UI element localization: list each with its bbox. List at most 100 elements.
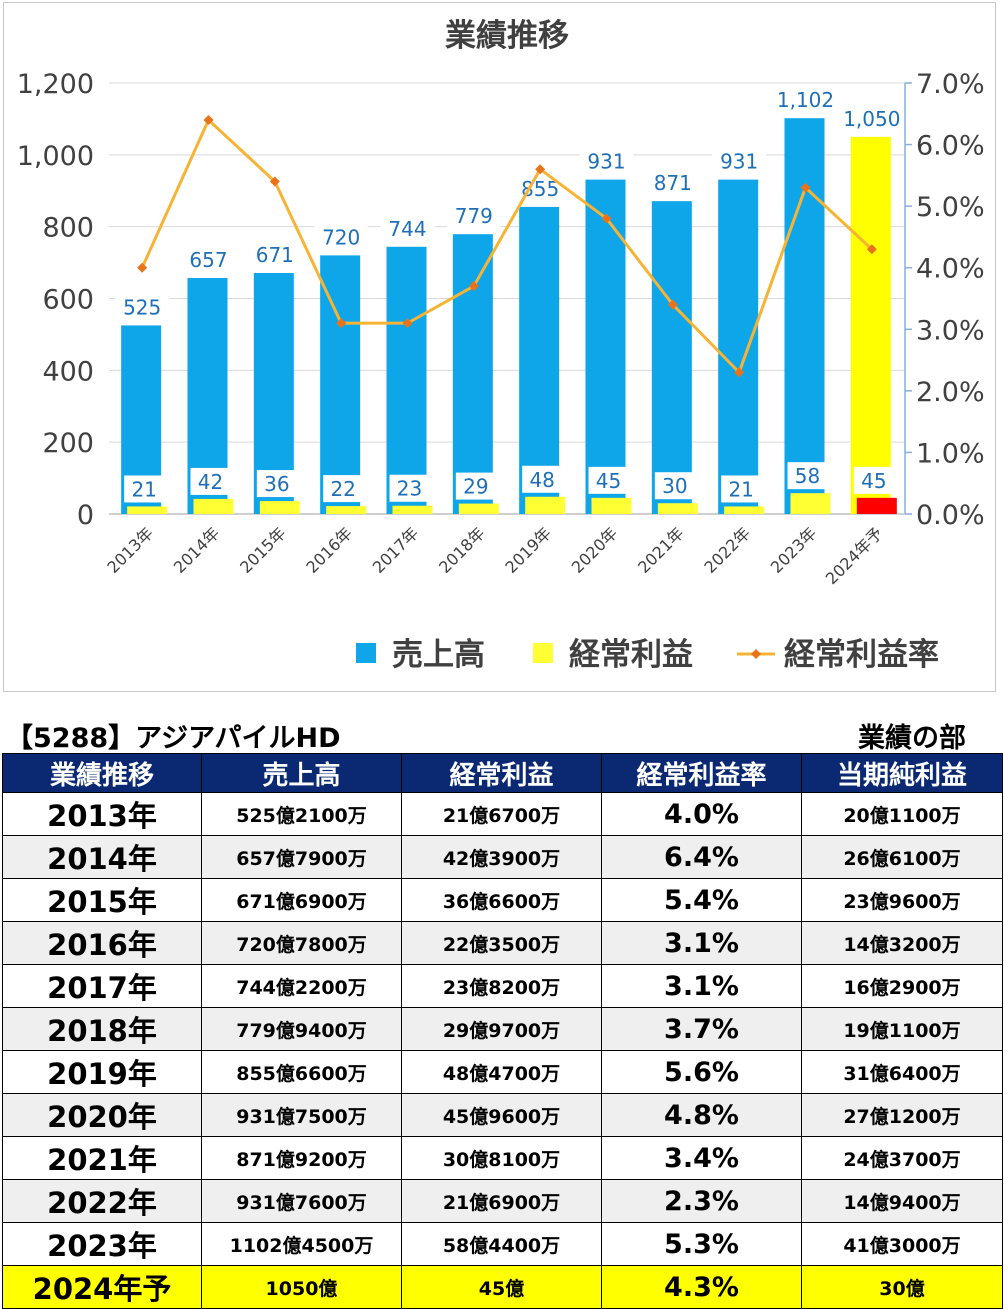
- cell-period: 2013年: [2, 792, 202, 836]
- legend-swatch-revenue: [356, 643, 376, 663]
- table-row: 2015年 671億6900万 36億6600万 5.4% 23億9600万: [2, 878, 1003, 922]
- cell-net-income: 23億9600万: [801, 878, 1003, 922]
- profit-label-background: [455, 472, 496, 500]
- company-title: 【5288】アジアパイルHD: [6, 723, 341, 754]
- y-right-tick-label: 7.0%: [916, 69, 985, 100]
- ordinary-profit-data-label: 23: [397, 477, 422, 501]
- cell-ordinary-profit: 21億6700万: [401, 792, 602, 836]
- y-right-tick-label: 6.0%: [916, 131, 985, 162]
- ordinary-profit-data-label: 30: [662, 474, 687, 498]
- cell-profit-margin: 2.3%: [601, 1179, 802, 1223]
- revenue-label-background: [446, 202, 501, 229]
- cell-revenue: 871億9200万: [201, 1136, 402, 1180]
- cell-ordinary-profit: 22億3500万: [401, 921, 602, 965]
- y-left-tick-label: 1,000: [17, 141, 94, 172]
- cell-profit-margin: 5.4%: [601, 878, 802, 922]
- y-right-tick-label: 1.0%: [916, 438, 985, 469]
- x-category-label: 2021年: [634, 523, 688, 577]
- table-header-row: 業績推移 売上高 経常利益 経常利益率 当期純利益: [2, 753, 1003, 793]
- table-row: 2019年 855億6600万 48億4700万 5.6% 31億6400万: [2, 1050, 1003, 1094]
- revenue-bar: [651, 201, 692, 514]
- cell-period: 2014年: [2, 835, 202, 879]
- y-right-tick-label: 3.0%: [916, 315, 985, 346]
- y-left-tick-label: 1,200: [17, 69, 94, 100]
- revenue-data-label: 931: [720, 150, 758, 174]
- legend-label-ordinary-profit: 経常利益: [569, 637, 693, 673]
- cell-profit-margin: 4.0%: [601, 792, 802, 836]
- header-revenue: 売上高: [201, 753, 402, 793]
- cell-revenue: 657億7900万: [201, 835, 402, 879]
- y-left-tick-label: 600: [42, 285, 94, 316]
- revenue-data-label: 871: [654, 171, 692, 195]
- cell-net-income: 14億3200万: [801, 921, 1003, 965]
- header-period: 業績推移: [2, 753, 202, 793]
- cell-ordinary-profit: 45億: [401, 1265, 602, 1309]
- results-table: 業績推移 売上高 経常利益 経常利益率 当期純利益 2013年 525億2100万…: [2, 753, 1003, 1309]
- revenue-bar: [718, 179, 759, 514]
- revenue-data-label: 1,102: [777, 88, 834, 112]
- chart-title: 業績推移: [445, 18, 569, 54]
- profit-margin-marker: [866, 244, 877, 255]
- header-profit-margin: 経常利益率: [601, 753, 802, 793]
- revenue-label-background: [778, 86, 833, 113]
- x-category-label: 2018年: [435, 523, 489, 577]
- cell-profit-margin: 3.7%: [601, 1007, 802, 1051]
- revenue-data-label: 931: [587, 150, 625, 174]
- profit-label-background: [721, 475, 762, 503]
- cell-net-income: 30億: [801, 1265, 1003, 1309]
- cell-net-income: 24億3700万: [801, 1136, 1003, 1180]
- y-right-tick-label: 5.0%: [916, 192, 985, 223]
- x-category-label: 2013年: [103, 523, 157, 577]
- cell-net-income: 14億9400万: [801, 1179, 1003, 1223]
- revenue-label-background: [380, 214, 435, 241]
- y-right-tick-label: 0.0%: [916, 500, 985, 531]
- table-row: 2014年 657億7900万 42億3900万 6.4% 26億6100万: [2, 835, 1003, 879]
- cell-profit-margin: 3.1%: [601, 964, 802, 1008]
- profit-margin-marker: [402, 318, 413, 329]
- cell-period: 2016年: [2, 921, 202, 965]
- revenue-data-label: 720: [322, 225, 360, 249]
- cell-ordinary-profit: 29億9700万: [401, 1007, 602, 1051]
- revenue-bar: [519, 206, 560, 514]
- cell-net-income: 26億6100万: [801, 835, 1003, 879]
- profit-margin-marker: [137, 262, 148, 273]
- cell-period: 2020年: [2, 1093, 202, 1137]
- cell-period: 2015年: [2, 878, 202, 922]
- ordinary-profit-data-label: 29: [463, 475, 488, 499]
- ordinary-profit-bar: [127, 506, 168, 514]
- cell-ordinary-profit: 48億4700万: [401, 1050, 602, 1094]
- y-left-tick-label: 0: [77, 500, 94, 531]
- revenue-data-label: 779: [455, 204, 493, 228]
- revenue-data-label: 657: [189, 248, 227, 272]
- revenue-label-background: [844, 104, 899, 131]
- x-category-label: 2017年: [369, 523, 423, 577]
- chart-svg: 業績推移 0 200 400 600 800 1,000 1,200 0.0% 1.0% 2.0% 3…: [17, 18, 985, 673]
- cell-ordinary-profit: 58億4400万: [401, 1222, 602, 1266]
- profit-label-background: [124, 475, 165, 503]
- revenue-bar: [386, 246, 427, 514]
- cell-period: 2023年: [2, 1222, 202, 1266]
- profit-label-background: [654, 472, 695, 500]
- cell-revenue: 744億2200万: [201, 964, 402, 1008]
- cell-net-income: 19億1100万: [801, 1007, 1003, 1051]
- cell-net-income: 16億2900万: [801, 964, 1003, 1008]
- profit-margin-marker: [468, 281, 479, 292]
- cell-ordinary-profit: 23億8200万: [401, 964, 602, 1008]
- legend-marker-profit-margin: [751, 649, 761, 659]
- cell-net-income: 41億3000万: [801, 1222, 1003, 1266]
- revenue-bar: [850, 136, 891, 514]
- ordinary-profit-bar: [724, 506, 765, 514]
- cell-profit-margin: 4.3%: [601, 1265, 802, 1309]
- y-left-tick-label: 200: [42, 428, 94, 459]
- ordinary-profit-bar: [657, 503, 698, 514]
- table-row: 2024年予 1050億 45億 4.3% 30億: [2, 1265, 1003, 1309]
- revenue-bar: [320, 255, 361, 514]
- cell-ordinary-profit: 30億8100万: [401, 1136, 602, 1180]
- table-body: 2013年 525億2100万 21億6700万 4.0% 20億1100万 2014年 6…: [2, 792, 1003, 1309]
- revenue-data-label: 744: [388, 217, 426, 241]
- x-category-label: 2015年: [236, 523, 290, 577]
- profit-margin-line: [140, 117, 873, 376]
- ordinary-profit-data-label: 42: [198, 470, 223, 494]
- cell-profit-margin: 3.1%: [601, 921, 802, 965]
- revenue-label-background: [314, 223, 369, 250]
